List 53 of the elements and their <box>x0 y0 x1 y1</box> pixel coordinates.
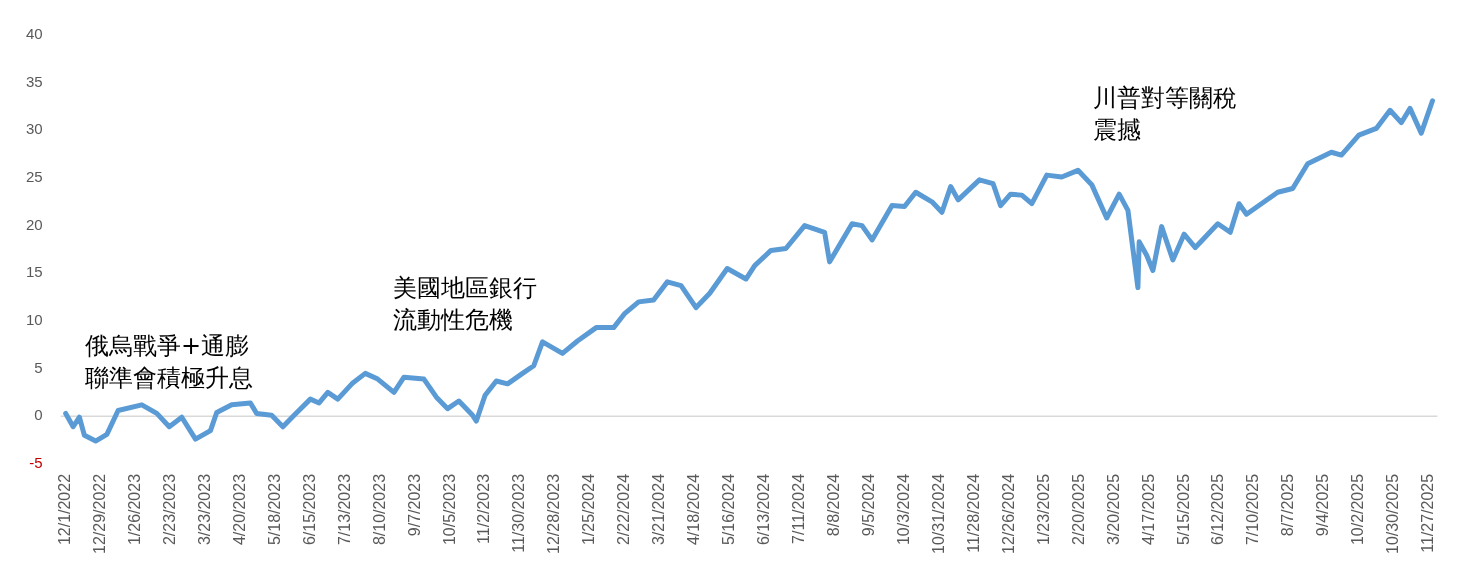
x-tick-label: 12/26/2024 <box>999 473 1017 554</box>
x-tick-label: 1/25/2024 <box>580 473 598 546</box>
y-tick-label: 20 <box>26 215 43 233</box>
annotation: 俄烏戰爭+通膨聯準會積極升息 <box>85 331 254 394</box>
y-tick-label: 15 <box>26 263 43 281</box>
x-tick-label: 10/5/2023 <box>440 473 458 546</box>
x-tick-label: 12/28/2023 <box>545 473 563 554</box>
x-tick-label: 2/20/2025 <box>1069 473 1087 546</box>
x-tick-label: 7/10/2025 <box>1244 473 1262 546</box>
x-tick-label: 2/22/2024 <box>615 473 633 546</box>
x-tick-label: 4/18/2024 <box>685 473 703 546</box>
x-tick-label: 9/7/2023 <box>405 473 423 537</box>
y-tick-label: 35 <box>26 72 43 90</box>
x-tick-label: 11/2/2023 <box>475 473 493 544</box>
y-tick-label: 10 <box>26 311 43 329</box>
x-tick-label: 4/20/2023 <box>230 473 248 546</box>
x-tick-label: 11/30/2023 <box>510 473 528 553</box>
x-tick-label: 5/18/2023 <box>265 473 283 546</box>
x-tick-label: 1/23/2025 <box>1034 473 1052 546</box>
y-tick-label: 40 <box>26 25 43 43</box>
x-tick-label: 9/4/2025 <box>1314 473 1332 537</box>
annotation: 川普對等關稅震撼 <box>1093 83 1238 146</box>
x-tick-label: 11/27/2025 <box>1419 473 1437 553</box>
y-tick-label: 0 <box>34 406 43 424</box>
x-tick-label: 1/26/2023 <box>125 473 143 546</box>
x-tick-label: 10/2/2025 <box>1349 473 1367 546</box>
x-tick-label: 3/23/2023 <box>195 473 213 546</box>
x-tick-label: 8/7/2025 <box>1279 473 1297 537</box>
x-tick-label: 4/17/2025 <box>1139 473 1157 546</box>
x-tick-label: 9/5/2024 <box>859 473 877 537</box>
x-tick-label: 6/12/2025 <box>1209 473 1227 546</box>
x-tick-label: 8/10/2023 <box>370 473 388 546</box>
x-tick-label: 3/21/2024 <box>650 473 668 546</box>
x-tick-label: 3/20/2025 <box>1104 473 1122 546</box>
x-tick-label: 6/15/2023 <box>300 473 318 546</box>
x-tick-label: 8/8/2024 <box>825 473 842 537</box>
y-tick-label: 5 <box>34 358 43 376</box>
x-tick-label: 10/3/2024 <box>894 473 912 546</box>
x-tick-label: 7/13/2023 <box>335 473 353 546</box>
x-tick-label: 12/1/2022 <box>56 473 74 546</box>
x-tick-label: 7/11/2024 <box>790 473 808 544</box>
y-tick-label: 25 <box>26 168 43 186</box>
x-tick-label: 10/31/2024 <box>929 473 947 554</box>
x-tick-label: 5/15/2025 <box>1174 473 1192 546</box>
x-tick-label: 2/23/2023 <box>160 473 178 546</box>
x-tick-label: 10/30/2025 <box>1384 473 1402 554</box>
x-tick-label: 5/16/2024 <box>720 473 738 546</box>
x-tick-label: 11/28/2024 <box>964 473 982 553</box>
y-tick-label: -5 <box>29 454 43 472</box>
x-tick-label: 12/29/2022 <box>91 473 109 554</box>
y-tick-label: 30 <box>26 120 43 138</box>
annotation: 美國地區銀行流動性危機 <box>393 273 538 336</box>
x-tick-label: 6/13/2024 <box>755 473 773 546</box>
